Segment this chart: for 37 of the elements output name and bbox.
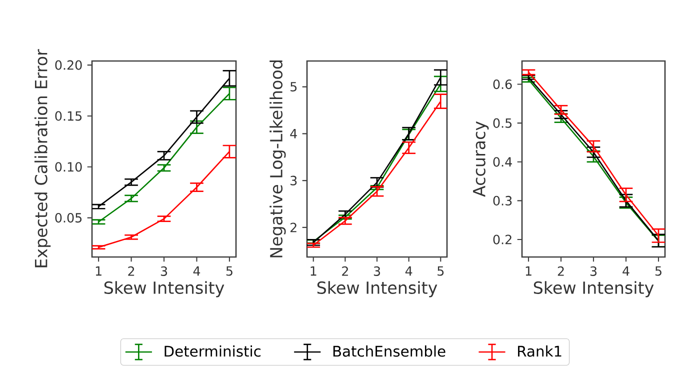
y-tick-label: 0.3 [493, 196, 512, 206]
legend-label: Deterministic [164, 345, 261, 357]
y-tick-label: 0.15 [55, 111, 82, 121]
x-tick-label: 5 [226, 266, 232, 276]
y-tick-label: 2 [290, 222, 296, 232]
x-tick-label: 2 [342, 266, 348, 276]
x-axis-title: Skew Intensity [534, 281, 654, 298]
y-tick-label: 5 [290, 82, 297, 92]
x-tick-label: 2 [128, 266, 134, 276]
x-tick-label: 1 [526, 266, 532, 276]
y-tick-label: 0.6 [493, 79, 512, 90]
x-tick-label: 4 [193, 266, 200, 276]
y-tick-label: 4 [290, 129, 297, 138]
y-tick-label: 0.2 [493, 234, 512, 244]
y-axis-title: Accuracy [473, 121, 489, 197]
x-tick-label: 1 [310, 266, 316, 276]
y-tick-label: 0.5 [493, 118, 512, 128]
x-tick-label: 3 [590, 266, 597, 276]
x-tick-label: 2 [558, 266, 564, 276]
x-tick-label: 3 [160, 266, 168, 276]
x-axis-title: Skew Intensity [104, 281, 224, 298]
legend-label: BatchEnsemble [333, 345, 446, 357]
y-axis-title: Negative Log-Likelihood [270, 60, 286, 258]
legend-label: Rank1 [518, 345, 562, 357]
x-tick-label: 4 [622, 266, 630, 276]
y-tick-label: 0.05 [55, 212, 82, 223]
x-tick-label: 1 [96, 266, 102, 276]
y-tick-label: 0.20 [55, 60, 82, 70]
x-tick-label: 5 [438, 266, 444, 276]
y-tick-label: 0.4 [493, 157, 512, 167]
x-axis-title: Skew Intensity [317, 281, 438, 298]
y-tick-label: 0.10 [55, 162, 82, 172]
x-tick-label: 5 [655, 266, 662, 276]
x-tick-label: 4 [405, 266, 412, 276]
y-tick-label: 3 [290, 176, 297, 186]
y-axis-title: Expected Calibration Error [34, 49, 51, 268]
x-tick-label: 3 [374, 266, 380, 276]
